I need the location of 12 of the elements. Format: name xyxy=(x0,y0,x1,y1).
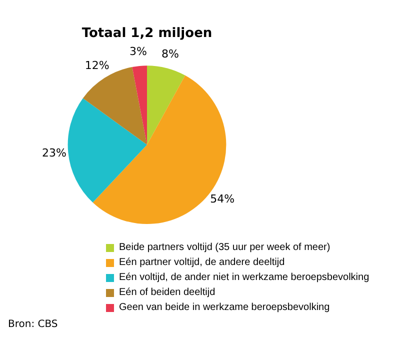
legend-label: Eén of beiden deeltijd xyxy=(119,286,216,300)
chart-title: Totaal 1,2 miljoen xyxy=(82,26,212,42)
legend-label: Geen van beide in werkzame beroepsbevolking xyxy=(119,301,330,315)
legend-label: Eén voltijd, de ander niet in werkzame beroepsbevolking xyxy=(119,271,370,285)
legend-label: Eén partner voltijd, de andere deeltijd xyxy=(119,256,285,270)
data-label: 3% xyxy=(130,44,147,58)
data-label: 54% xyxy=(210,192,235,206)
data-label: 8% xyxy=(161,47,179,60)
legend-label: Beide partners voltijd (35 uur per week of meer) xyxy=(119,241,330,255)
data-label: 23% xyxy=(42,146,66,160)
text: Bron: CBS xyxy=(8,319,59,330)
data-label: 12% xyxy=(84,58,110,72)
